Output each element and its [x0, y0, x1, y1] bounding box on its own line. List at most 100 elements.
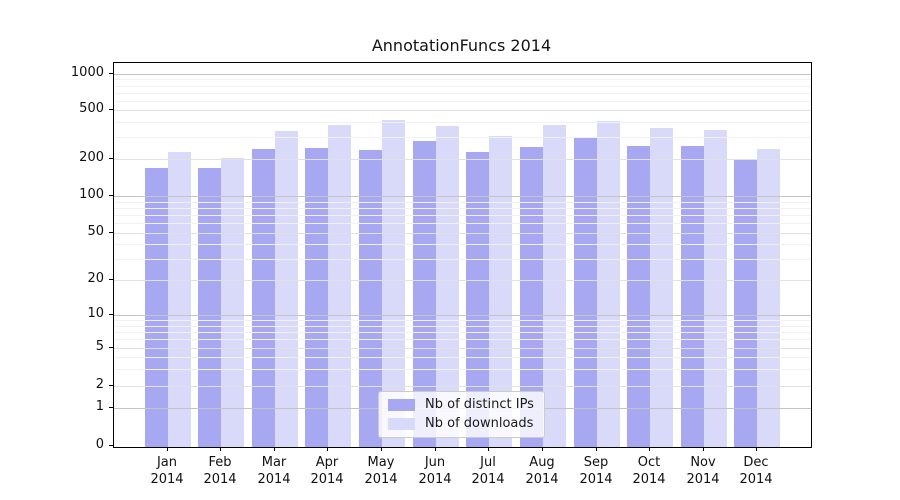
bar-downloads [597, 121, 620, 447]
gridline [114, 315, 811, 316]
x-tick-mark [327, 447, 328, 451]
gridline [114, 79, 811, 80]
x-tick-label: Apr 2014 [310, 455, 344, 487]
gridline [114, 223, 811, 224]
x-tick-mark [703, 447, 704, 451]
gridline [114, 244, 811, 245]
y-tick-label: 100 [79, 187, 104, 202]
bar-downloads [328, 125, 351, 447]
bar-distinct-ips [305, 148, 328, 447]
bars-layer [114, 63, 811, 447]
x-tick-mark [596, 447, 597, 451]
legend-swatch-downloads [388, 417, 415, 430]
gridline [114, 208, 811, 209]
bar-downloads [650, 128, 673, 447]
y-tick-mark [109, 407, 113, 408]
y-tick-mark [109, 385, 113, 386]
y-tick-mark [109, 347, 113, 348]
x-tick-mark [756, 447, 757, 451]
y-tick-mark [109, 232, 113, 233]
gridline [114, 122, 811, 123]
legend-label-distinct-ips: Nb of distinct IPs [425, 397, 534, 412]
bar-distinct-ips [198, 168, 221, 447]
gridline [114, 339, 811, 340]
y-tick-label: 0 [95, 437, 104, 452]
bar-downloads [168, 152, 191, 447]
y-tick-label: 20 [87, 271, 104, 286]
gridline [114, 86, 811, 87]
y-tick-label: 50 [87, 224, 104, 239]
gridline [114, 202, 811, 203]
legend: Nb of distinct IPs Nb of downloads [378, 391, 545, 438]
legend-item-distinct-ips: Nb of distinct IPs [388, 397, 534, 412]
x-tick-mark [167, 447, 168, 451]
y-tick-mark [109, 73, 113, 74]
x-tick-label: Dec 2014 [739, 455, 773, 487]
bar-distinct-ips [145, 168, 168, 447]
gridline [114, 357, 811, 358]
gridline [114, 110, 811, 111]
x-tick-label: May 2014 [364, 455, 398, 487]
gridline [114, 320, 811, 321]
x-tick-label: Mar 2014 [257, 455, 291, 487]
y-tick-label: 5 [95, 339, 104, 354]
gridline [114, 369, 811, 370]
y-tick-label: 200 [79, 150, 104, 165]
x-tick-mark [649, 447, 650, 451]
y-tick-label: 500 [79, 101, 104, 116]
gridline [114, 196, 811, 197]
legend-item-downloads: Nb of downloads [388, 416, 534, 431]
bar-distinct-ips [681, 146, 704, 447]
x-tick-label: Nov 2014 [686, 455, 720, 487]
x-tick-mark [274, 447, 275, 451]
gridline [114, 215, 811, 216]
y-tick-mark [109, 109, 113, 110]
bar-downloads [221, 158, 244, 447]
x-tick-mark [542, 447, 543, 451]
gridline [114, 348, 811, 349]
gridline [114, 386, 811, 387]
x-tick-label: Aug 2014 [525, 455, 559, 487]
gridline [114, 233, 811, 234]
gridline [114, 280, 811, 281]
y-tick-label: 2 [95, 377, 104, 392]
gridline [114, 101, 811, 102]
x-tick-label: Jun 2014 [418, 455, 452, 487]
x-tick-label: Feb 2014 [203, 455, 237, 487]
y-tick-mark [109, 158, 113, 159]
y-tick-label: 1000 [70, 65, 104, 80]
gridline [114, 74, 811, 75]
bar-distinct-ips [734, 160, 757, 447]
gridline [114, 259, 811, 260]
grid-layer [114, 63, 811, 447]
bar-distinct-ips [574, 138, 597, 447]
chart-title: AnnotationFuncs 2014 [371, 36, 552, 55]
y-tick-mark [109, 279, 113, 280]
x-tick-label: Oct 2014 [632, 455, 666, 487]
legend-swatch-distinct-ips [388, 398, 415, 411]
y-tick-label: 10 [87, 306, 104, 321]
y-tick-label: 1 [95, 399, 104, 414]
gridline [114, 93, 811, 94]
x-tick-mark [435, 447, 436, 451]
y-tick-mark [109, 195, 113, 196]
bar-distinct-ips [252, 149, 275, 447]
x-tick-mark [488, 447, 489, 451]
bar-downloads [543, 125, 566, 447]
legend-label-downloads: Nb of downloads [425, 416, 534, 431]
y-tick-mark [109, 445, 113, 446]
gridline [114, 137, 811, 138]
bar-downloads [704, 130, 727, 447]
x-tick-mark [381, 447, 382, 451]
y-tick-mark [109, 314, 113, 315]
x-tick-label: Jul 2014 [471, 455, 505, 487]
gridline [114, 332, 811, 333]
gridline [114, 326, 811, 327]
bar-downloads [275, 131, 298, 447]
bar-downloads [757, 149, 780, 447]
bar-distinct-ips [627, 146, 650, 447]
x-tick-mark [220, 447, 221, 451]
x-tick-label: Sep 2014 [579, 455, 613, 487]
gridline [114, 159, 811, 160]
